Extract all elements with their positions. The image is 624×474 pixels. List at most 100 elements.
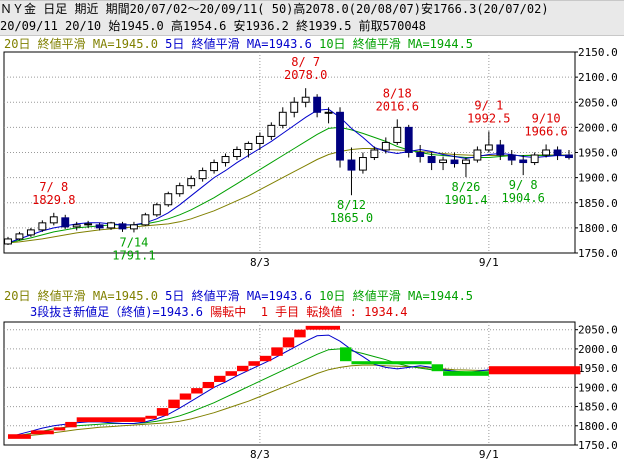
break-brick-up [488,366,581,375]
break-brick-up [179,393,192,400]
candle-body-up [255,135,264,144]
candle [187,175,196,189]
candle [72,221,81,231]
candle-body-up [49,216,58,224]
candle [255,132,264,150]
candle [484,131,493,153]
break-brick-up [53,427,66,431]
candle [61,214,70,229]
annotation-date: 9/ 8 [509,178,538,192]
candle-body-up [473,149,482,161]
break-brick-down [431,364,444,372]
candle [267,122,276,140]
candle [26,227,35,237]
annotation-date: 8/18 [383,86,412,100]
y-tick-label: 1750.0 [578,439,618,452]
annotation-price: 1829.8 [32,193,75,207]
candle [565,149,573,160]
y-tick-label: 2000.0 [578,121,618,134]
candle [496,139,505,161]
y-tick-label: 1850.0 [578,401,618,414]
candle-body-up [393,126,402,143]
candle-body-up [130,224,138,230]
candle-body-up [141,214,150,226]
break-brick-up [156,408,169,416]
break-brick-up [294,329,306,338]
annotation-price: 2078.0 [284,68,327,82]
y-tick-label: 1800.0 [578,222,618,235]
candle [164,191,173,207]
annotation-price: 1865.0 [330,211,373,225]
candle [152,202,161,217]
legend-ma5: 5日 終値平滑 MA=1943.6 [165,37,312,51]
annotation-date: 8/ 7 [291,55,320,69]
candle-body-up [530,154,539,164]
legend-ma10: 10日 終値平滑 MA=1944.5 [319,289,474,303]
annotation-date: 8/26 [452,180,481,194]
candle [49,212,58,226]
candle [84,220,93,228]
y-tick-label: 1900.0 [578,172,618,185]
candle [95,222,104,231]
candle-body-down [496,144,505,156]
candle-body-up [542,149,551,156]
annotation-price: 1791.1 [112,248,155,262]
candle-body-down [313,96,322,113]
candle [210,159,219,174]
y-tick-label: 2050.0 [578,96,618,109]
candle-body-up [301,96,310,103]
chart-header-latest-bar: 20/09/11 20/10 始1945.0 高1954.6 安1936.2 終… [0,18,624,36]
candle-body-up [175,185,184,195]
annotation-date: 9/ 1 [474,98,503,112]
candle-body-up [72,224,81,228]
candlestick-panel: 2150.0 2100.0 2050.0 2000.0 1950.0 1900.0 1850… [3,46,618,269]
candle-body-up [221,156,230,164]
step-count: 1 手目 [260,305,300,319]
candle-body-up [26,229,35,236]
candle-body-up [324,111,333,114]
break-brick-up [259,355,272,362]
candle-body-up [164,193,173,206]
candle [336,107,344,168]
candle-body-down [427,156,436,164]
candle-body-down [404,126,413,153]
legend-top: 20日 終値平滑 MA=1945.0 5日 終値平滑 MA=1943.6 10日… [4,36,473,52]
candle-body-up [15,233,24,240]
line-break-value: 3段抜き新値足（終値)=1943.6 [30,305,204,319]
candle [221,153,230,167]
x-tick-label: 8/3 [250,256,270,269]
candle [530,152,539,166]
candle-body-up [107,222,115,229]
legend-ma20: 20日 終値平滑 MA=1945.0 [4,37,158,51]
break-brick-up [168,399,180,409]
break-brick-down [443,371,489,376]
candle [393,119,402,145]
candle [439,156,447,171]
candle-body-down [507,154,516,161]
annotation-price: 1966.6 [524,124,567,138]
candle [450,152,459,168]
candle [15,231,24,241]
candle-body-up [38,222,47,231]
candle [553,146,562,161]
annotation-price: 1904.6 [502,191,545,205]
break-brick-up [282,337,295,348]
candle [141,212,150,226]
candle [278,107,287,129]
candle [107,221,115,230]
candle-body-up [381,141,390,151]
candle [404,124,413,158]
candle-body-down [450,159,459,165]
candle [313,94,322,118]
candle [427,152,436,171]
candle-body-up [484,144,493,151]
candle [519,155,528,176]
candle-body-down [416,152,425,158]
candle-body-down [95,224,104,229]
candle-body-down [118,223,127,230]
trend-status: 陽転中 [210,305,247,319]
candle [473,146,482,163]
candle-body-down [61,217,70,228]
break-brick-up [214,375,226,382]
